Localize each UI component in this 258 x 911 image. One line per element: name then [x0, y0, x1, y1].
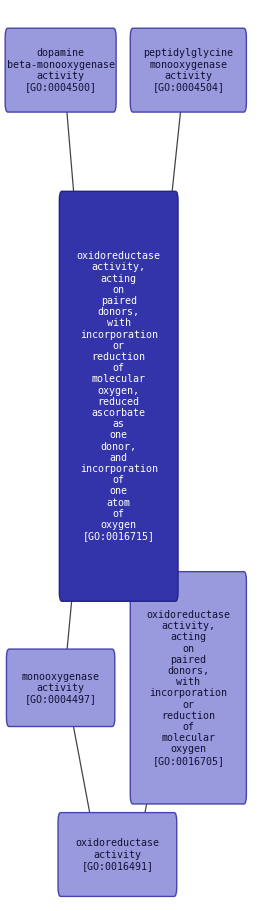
FancyBboxPatch shape — [5, 28, 116, 112]
FancyBboxPatch shape — [58, 813, 177, 896]
Text: oxidoreductase
activity,
acting
on
paired
donors,
with
incorporation
or
reductio: oxidoreductase activity, acting on paire… — [146, 610, 230, 765]
FancyBboxPatch shape — [130, 28, 246, 112]
Text: monooxygenase
activity
[GO:0004497]: monooxygenase activity [GO:0004497] — [22, 671, 100, 704]
Text: dopamine
beta-monooxygenase
activity
[GO:0004500]: dopamine beta-monooxygenase activity [GO… — [7, 48, 115, 92]
FancyBboxPatch shape — [59, 191, 178, 601]
Text: oxidoreductase
activity
[GO:0016491]: oxidoreductase activity [GO:0016491] — [75, 838, 159, 871]
Text: oxidoreductase
activity,
acting
on
paired
donors,
with
incorporation
or
reductio: oxidoreductase activity, acting on paire… — [77, 251, 161, 541]
FancyBboxPatch shape — [6, 649, 115, 727]
Text: peptidylglycine
monooxygenase
activity
[GO:0004504]: peptidylglycine monooxygenase activity [… — [143, 48, 233, 92]
FancyBboxPatch shape — [130, 572, 246, 804]
